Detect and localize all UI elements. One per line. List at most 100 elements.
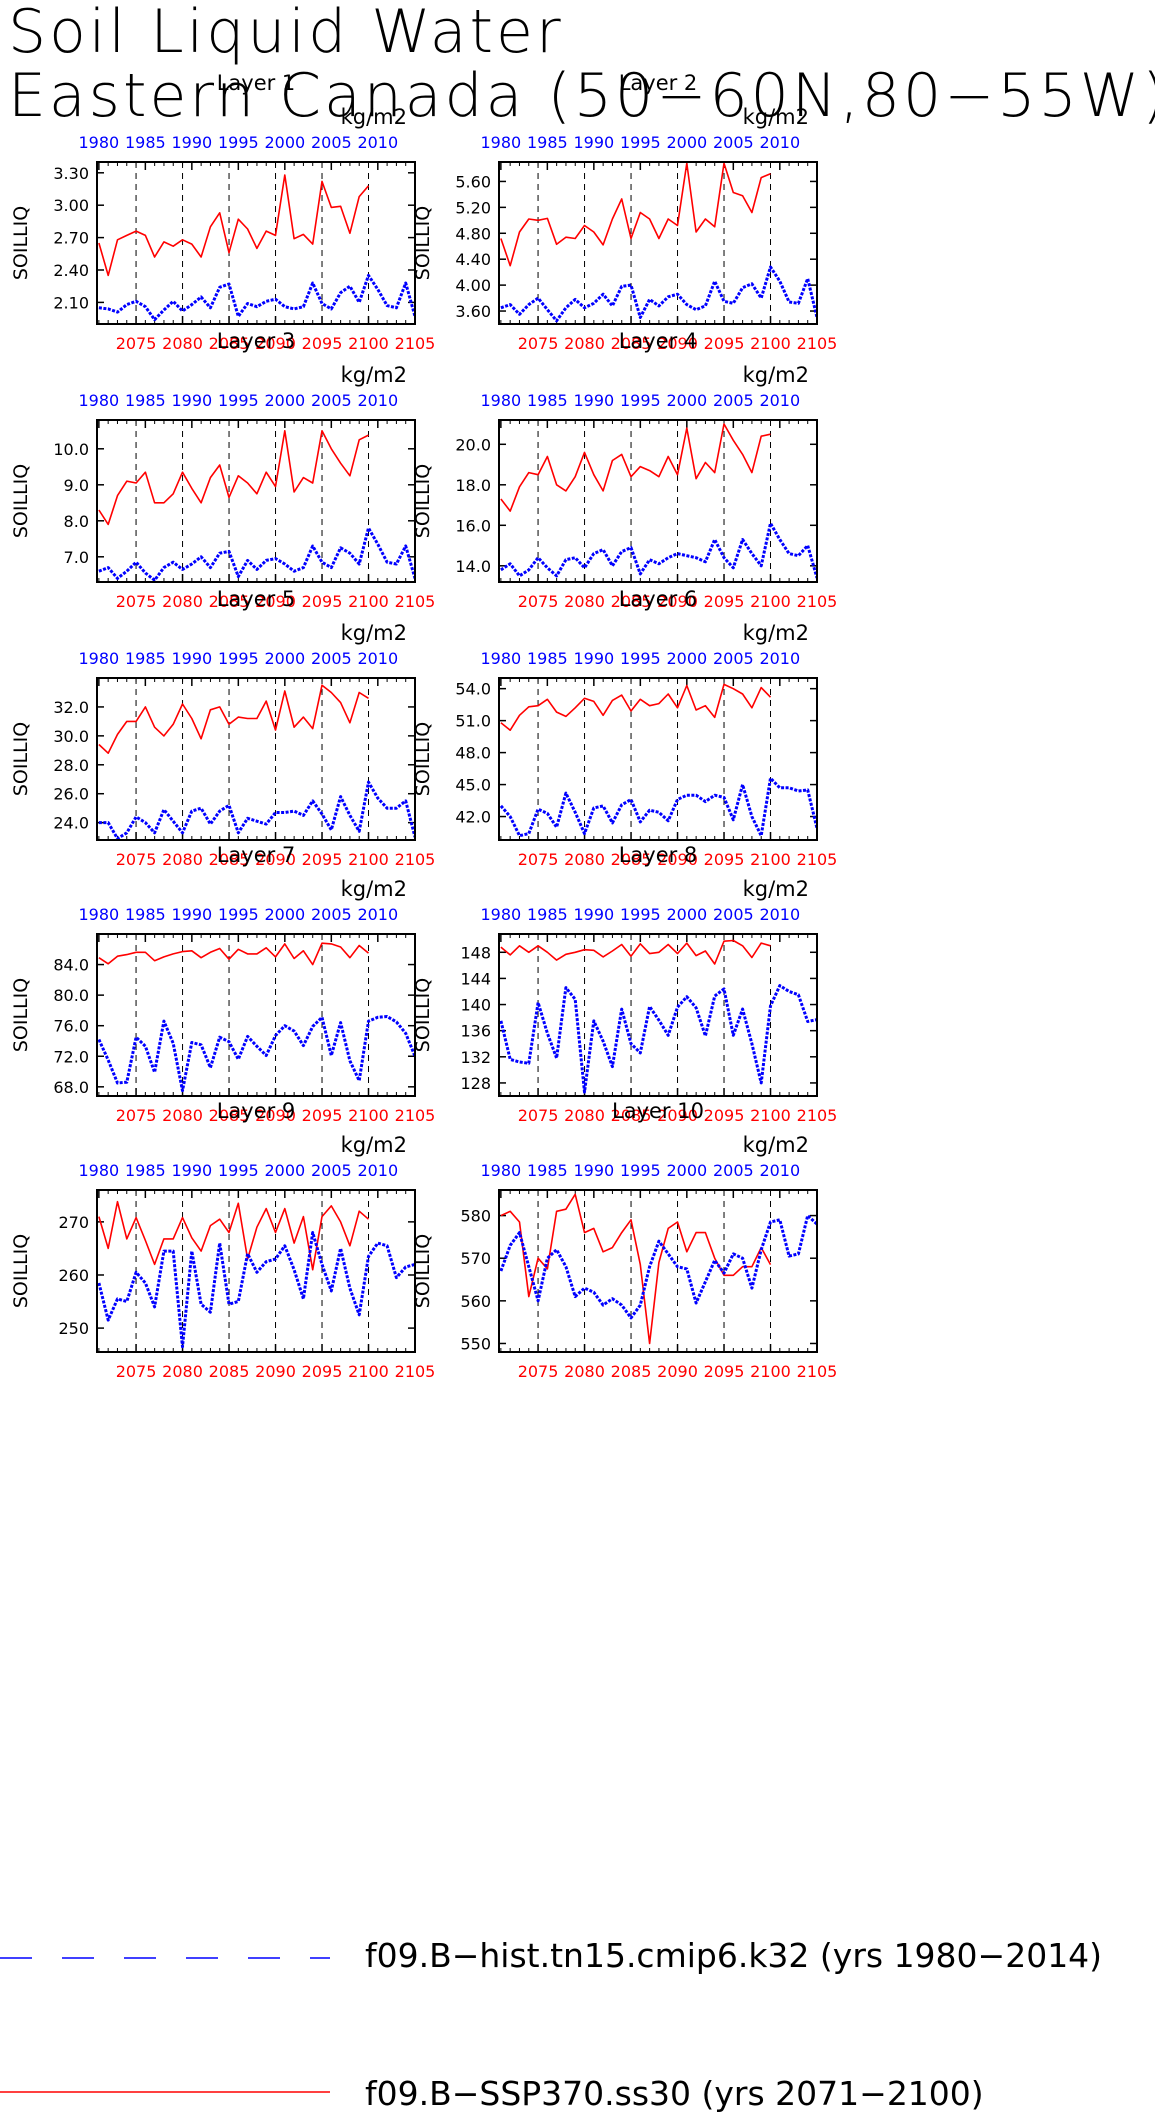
x-tick-label-bottom: 2100 [348, 1362, 389, 1381]
y-axis-label: SOILLIQ [10, 206, 32, 280]
x-tick-label-top: 1985 [125, 391, 166, 410]
panel-title: Layer 1 [217, 71, 296, 95]
y-tick-label: 260 [58, 1266, 89, 1285]
x-tick-label-top: 2005 [311, 649, 352, 668]
x-tick-label-top: 2010 [357, 1161, 398, 1180]
x-tick-label-bottom: 2080 [162, 592, 203, 611]
x-tick-label-bottom: 2085 [611, 850, 652, 869]
x-tick-label-bottom: 2085 [611, 1106, 652, 1125]
y-tick-label: 72.0 [53, 1047, 89, 1066]
x-tick-label-bottom: 2080 [564, 592, 605, 611]
x-tick-label-top: 1995 [620, 133, 661, 152]
y-tick-label: 76.0 [53, 1017, 89, 1036]
x-tick-label-top: 1995 [218, 649, 259, 668]
x-tick-label-top: 1980 [481, 905, 522, 924]
legend-label-historical: f09.B−hist.tn15.cmip6.k32 (yrs 1980−2014… [365, 1936, 1103, 1975]
y-tick-label: 3.30 [53, 164, 89, 183]
plot-frame [498, 419, 818, 583]
x-tick-label-top: 2000 [264, 391, 305, 410]
x-tick-label-bottom: 2085 [611, 592, 652, 611]
x-tick-label-top: 2005 [713, 905, 754, 924]
x-tick-label-bottom: 2100 [750, 592, 791, 611]
y-tick-label: 560 [460, 1292, 491, 1311]
units-label: kg/m2 [743, 877, 809, 901]
x-tick-label-top: 1995 [218, 391, 259, 410]
x-tick-label-bottom: 2075 [518, 850, 559, 869]
x-tick-label-top: 1990 [573, 649, 614, 668]
plot-frame [96, 419, 416, 583]
plot-frame [96, 677, 416, 841]
panel-title: Layer 7 [217, 843, 296, 867]
y-tick-label: 10.0 [53, 440, 89, 459]
y-tick-label: 3.00 [53, 196, 89, 215]
units-label: kg/m2 [341, 363, 407, 387]
x-tick-label-top: 2010 [759, 391, 800, 410]
x-tick-label-top: 1985 [527, 133, 568, 152]
x-tick-label-top: 2010 [759, 1161, 800, 1180]
x-tick-label-bottom: 2100 [348, 850, 389, 869]
y-tick-label: 3.60 [455, 302, 491, 321]
x-tick-label-bottom: 2100 [750, 334, 791, 353]
units-label: kg/m2 [743, 105, 809, 129]
y-tick-label: 136 [460, 1022, 491, 1041]
x-tick-label-bottom: 2100 [750, 850, 791, 869]
x-tick-label-bottom: 2090 [255, 850, 296, 869]
x-tick-label-bottom: 2085 [209, 592, 250, 611]
series-line-future [98, 174, 370, 277]
x-tick-label-bottom: 2105 [797, 1362, 838, 1381]
x-tick-label-bottom: 2095 [302, 850, 343, 869]
x-tick-label-bottom: 2090 [657, 1106, 698, 1125]
x-tick-label-top: 2000 [666, 905, 707, 924]
x-tick-label-top: 2000 [264, 905, 305, 924]
legend-label-future: f09.B−SSP370.ss30 (yrs 2071−2100) [365, 2074, 984, 2113]
x-tick-label-top: 2005 [713, 133, 754, 152]
x-tick-label-top: 2010 [759, 133, 800, 152]
y-axis-label: SOILLIQ [412, 206, 434, 280]
series-line-future [500, 683, 772, 732]
x-tick-label-bottom: 2075 [116, 1106, 157, 1125]
x-tick-label-bottom: 2080 [564, 850, 605, 869]
y-axis-label: SOILLIQ [10, 722, 32, 796]
y-tick-label: 68.0 [53, 1078, 89, 1097]
series-line-historical [499, 776, 817, 838]
figure-title-line-1: Soil Liquid Water [8, 0, 564, 67]
x-tick-label-bottom: 2105 [395, 1362, 436, 1381]
figure-title-line-2: Eastern Canada (50−60N,80−55W) [8, 61, 1155, 131]
x-tick-label-bottom: 2100 [348, 334, 389, 353]
x-tick-label-bottom: 2105 [797, 334, 838, 353]
panel-9: Layer 9 kg/m2 SOILLIQ 250 260 270 2075 2080 2085… [10, 1099, 435, 1381]
x-tick-label-top: 2005 [311, 133, 352, 152]
y-tick-label: 144 [460, 969, 491, 988]
x-tick-label-top: 1995 [218, 1161, 259, 1180]
x-tick-label-top: 2000 [264, 133, 305, 152]
x-tick-label-top: 2000 [666, 133, 707, 152]
panel-title: Layer 3 [217, 329, 296, 353]
y-tick-label: 2.10 [53, 293, 89, 312]
y-tick-label: 32.0 [53, 698, 89, 717]
x-tick-label-top: 2005 [311, 905, 352, 924]
x-tick-label-bottom: 2100 [348, 592, 389, 611]
x-tick-label-bottom: 2080 [162, 850, 203, 869]
plot-frame [96, 933, 416, 1097]
units-label: kg/m2 [743, 621, 809, 645]
x-tick-label-bottom: 2075 [518, 592, 559, 611]
x-tick-label-bottom: 2075 [116, 1362, 157, 1381]
x-tick-label-top: 1985 [527, 1161, 568, 1180]
x-tick-label-bottom: 2090 [657, 1362, 698, 1381]
units-label: kg/m2 [341, 877, 407, 901]
y-tick-label: 20.0 [455, 435, 491, 454]
x-tick-label-bottom: 2085 [209, 334, 250, 353]
y-tick-label: 28.0 [53, 756, 89, 775]
x-tick-label-top: 1980 [79, 133, 120, 152]
x-tick-label-bottom: 2090 [657, 850, 698, 869]
x-tick-label-bottom: 2080 [162, 1106, 203, 1125]
panel-8: Layer 8 kg/m2 SOILLIQ 128 132 136 140 144 148 207… [412, 843, 837, 1125]
y-axis-label: SOILLIQ [10, 464, 32, 538]
x-tick-label-top: 1985 [527, 649, 568, 668]
y-axis-label: SOILLIQ [10, 978, 32, 1052]
x-tick-label-bottom: 2075 [518, 334, 559, 353]
y-tick-label: 24.0 [53, 814, 89, 833]
series-line-future [500, 1193, 772, 1345]
y-tick-label: 51.0 [455, 712, 491, 731]
x-tick-label-bottom: 2085 [209, 850, 250, 869]
